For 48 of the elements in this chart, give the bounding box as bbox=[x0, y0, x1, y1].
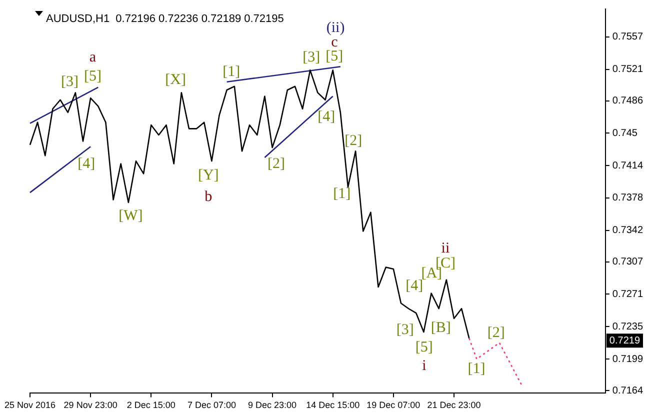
x-tick-label: 14 Dec 15:00 bbox=[306, 400, 360, 410]
annotation: [1] bbox=[222, 64, 240, 80]
annotation: [1] bbox=[468, 360, 486, 377]
y-tick-label: 0.7271 bbox=[612, 288, 644, 300]
annotation: c bbox=[331, 34, 338, 50]
annotation: b bbox=[204, 188, 212, 205]
annotation: [4] bbox=[406, 278, 424, 294]
chart-title: AUDUSD,H1 0.72196 0.72236 0.72189 0.72195 bbox=[46, 13, 284, 26]
y-tick-label: 0.7378 bbox=[612, 192, 644, 204]
annotation: [5] bbox=[415, 339, 433, 356]
annotation: [1] bbox=[333, 186, 351, 202]
annotation: [5] bbox=[84, 68, 102, 85]
annotation: [3] bbox=[60, 74, 78, 90]
annotation: ii bbox=[441, 240, 450, 256]
y-tick-label: 0.7164 bbox=[612, 385, 644, 396]
x-tick-label: 19 Dec 07:00 bbox=[366, 400, 420, 410]
text: 0.7219 bbox=[609, 335, 640, 346]
y-tick-label: 0.7342 bbox=[612, 225, 644, 236]
y-tick-label: 0.7199 bbox=[612, 354, 644, 365]
annotation: (ii) bbox=[326, 20, 345, 36]
annotation: [4] bbox=[78, 156, 96, 172]
annotation: [B] bbox=[430, 320, 451, 336]
annotation: [3] bbox=[396, 322, 414, 338]
y-tick-label: 0.745 bbox=[612, 128, 638, 139]
annotation: [4] bbox=[318, 108, 336, 125]
x-tick-label: 9 Dec 23:00 bbox=[248, 400, 297, 410]
annotation: i bbox=[422, 358, 426, 374]
y-tick-label: 0.7521 bbox=[612, 64, 644, 76]
x-tick-label: 21 Dec 23:00 bbox=[427, 400, 481, 410]
annotation: [2] bbox=[487, 324, 505, 341]
annotation: [W] bbox=[118, 208, 143, 224]
annotation: [2] bbox=[344, 133, 362, 150]
annotation: [2] bbox=[268, 156, 286, 172]
annotation: [X] bbox=[165, 72, 186, 88]
y-tick-label: 0.7557 bbox=[612, 32, 644, 43]
annotation: [3] bbox=[302, 49, 320, 66]
x-tick-label: 29 Nov 23:00 bbox=[64, 400, 118, 410]
y-tick-label: 0.7486 bbox=[612, 96, 644, 107]
y-tick-label: 0.7235 bbox=[612, 321, 644, 332]
annotation: a bbox=[89, 49, 96, 66]
y-tick-label: 0.7307 bbox=[612, 256, 644, 268]
y-tick-label: 0.7414 bbox=[612, 160, 644, 172]
annotation: [Y] bbox=[198, 167, 219, 184]
annotation: [5] bbox=[326, 48, 344, 65]
x-tick-label: 25 Nov 2016 bbox=[4, 400, 56, 410]
x-tick-label: 7 Dec 07:00 bbox=[187, 400, 236, 410]
line-series bbox=[468, 338, 523, 387]
x-tick-label: 2 Dec 15:00 bbox=[126, 400, 176, 410]
